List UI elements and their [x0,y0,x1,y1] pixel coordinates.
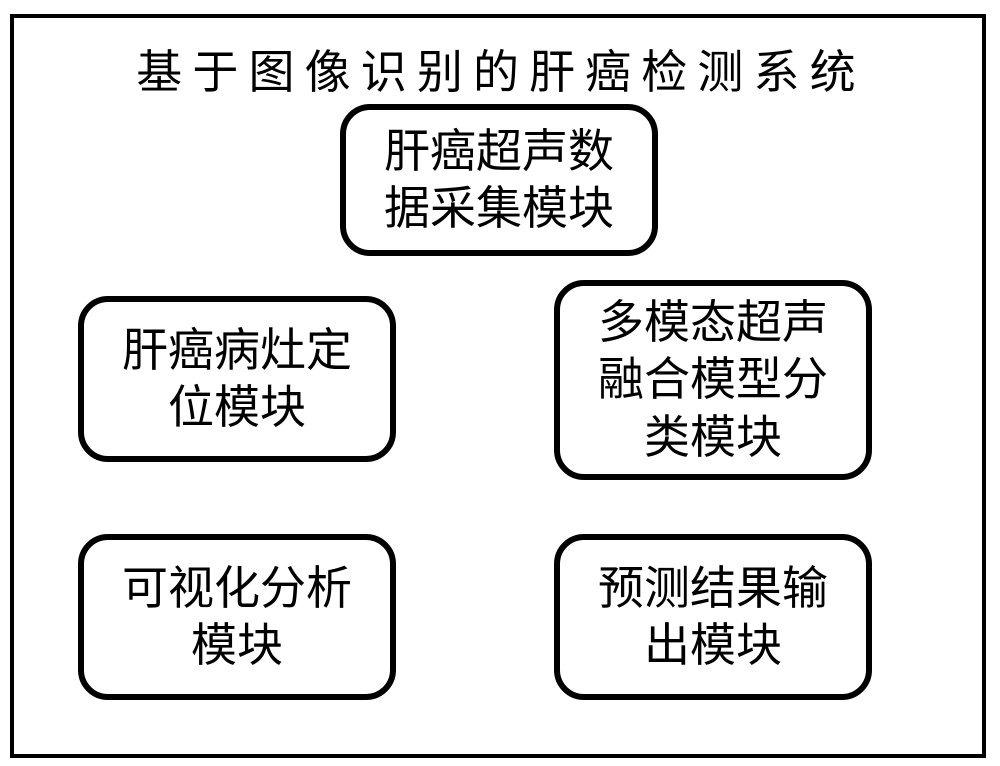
module-line: 肝癌超声数 [384,123,614,181]
module-lesion-localization: 肝癌病灶定 位模块 [78,296,396,462]
module-data-acquisition: 肝癌超声数 据采集模块 [340,104,658,256]
module-line: 模块 [191,617,283,675]
module-line: 类模块 [644,409,782,467]
module-multimodal-fusion: 多模态超声 融合模型分 类模块 [554,280,872,480]
page-title: 基于图像识别的肝癌检测系统 [96,36,906,102]
module-line: 位模块 [168,379,306,437]
module-line: 据采集模块 [384,180,614,238]
module-line: 肝癌病灶定 [122,322,352,380]
module-line: 融合模型分 [598,351,828,409]
module-line: 出模块 [644,617,782,675]
module-line: 预测结果输 [598,560,828,618]
module-visual-analysis: 可视化分析 模块 [78,534,396,700]
module-prediction-output: 预测结果输 出模块 [554,534,872,700]
module-line: 多模态超声 [598,294,828,352]
diagram-canvas: 基于图像识别的肝癌检测系统 肝癌超声数 据采集模块 肝癌病灶定 位模块 多模态超… [0,0,1000,766]
module-line: 可视化分析 [122,560,352,618]
